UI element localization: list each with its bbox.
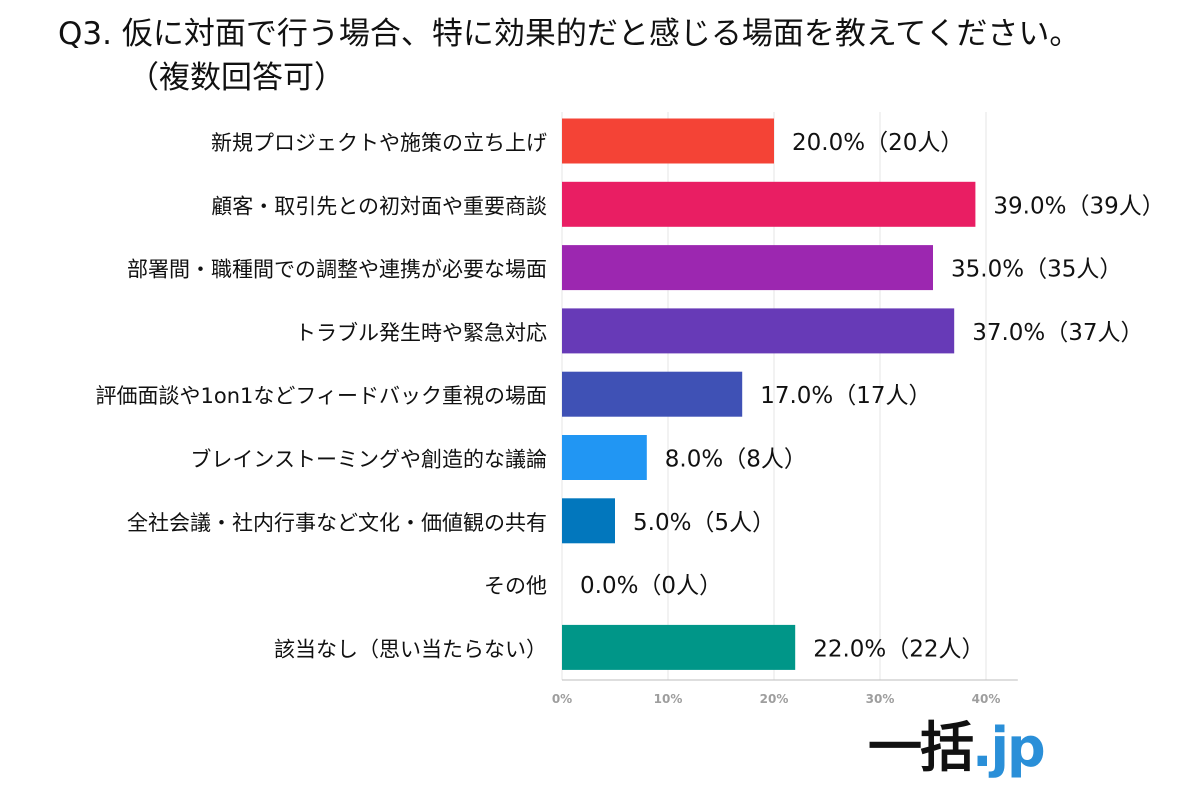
category-label: 全社会議・社内行事など文化・価値観の共有 [127, 511, 547, 535]
category-label: トラブル発生時や緊急対応 [295, 321, 547, 345]
data-label: 20.0%（20人） [792, 130, 963, 156]
brand-logo-main: 一括 [868, 716, 974, 779]
x-tick-label: 40% [972, 692, 1001, 706]
x-tick-label: 10% [654, 692, 683, 706]
x-tick-label: 30% [866, 692, 895, 706]
bar [562, 435, 647, 480]
brand-logo: 一括.jp [868, 716, 1046, 779]
brand-logo-suffix: .jp [972, 716, 1046, 779]
data-label: 17.0%（17人） [760, 383, 931, 409]
data-label: 35.0%（35人） [951, 257, 1122, 283]
chart-title-line1: Q3. 仮に対面で行う場合、特に効果的だと感じる場面を教えてください。 [58, 16, 1081, 52]
category-label: 評価面談や1on1などフィードバック重視の場面 [96, 384, 547, 408]
data-label: 8.0%（8人） [665, 447, 807, 473]
bar [562, 498, 615, 544]
bar [562, 371, 743, 417]
category-label: 顧客・取引先との初対面や重要商談 [211, 194, 547, 218]
bar [562, 624, 796, 670]
bar [562, 308, 955, 354]
x-tick-label: 20% [760, 692, 789, 706]
bar [562, 181, 976, 227]
data-label: 5.0%（5人） [633, 510, 775, 536]
x-tick-label: 0% [552, 692, 572, 706]
chart-title-line2: （複数回答可） [128, 60, 345, 96]
data-label: 39.0%（39人） [993, 193, 1164, 219]
data-label: 0.0%（0人） [580, 573, 722, 599]
category-label: その他 [484, 574, 547, 598]
category-label: ブレインストーミングや創造的な議論 [190, 448, 547, 472]
data-label: 37.0%（37人） [972, 320, 1143, 346]
category-label: 新規プロジェクトや施策の立ち上げ [211, 131, 547, 155]
data-label: 22.0%（22人） [813, 636, 984, 662]
bar [562, 245, 933, 291]
bar [562, 118, 774, 164]
category-label: 該当なし（思い当たらない） [274, 637, 547, 661]
category-label: 部署間・職種間での調整や連携が必要な場面 [127, 258, 547, 282]
